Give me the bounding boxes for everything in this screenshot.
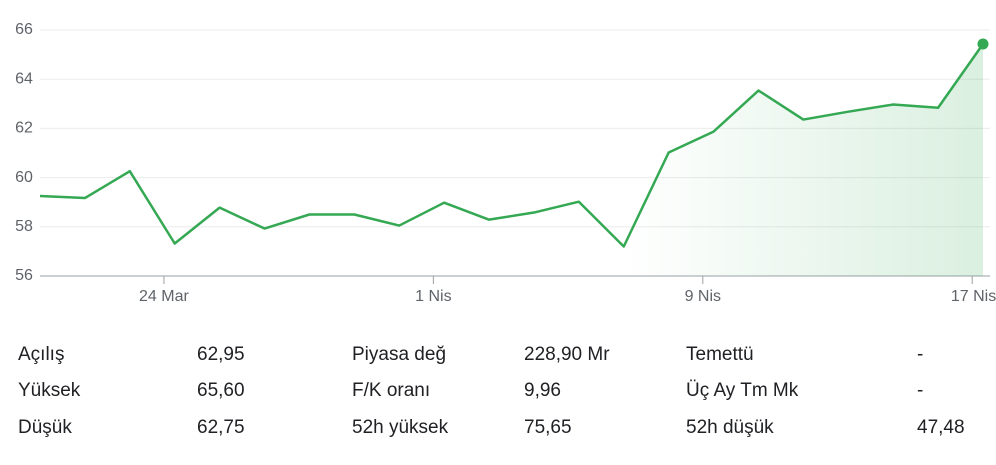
stat-label: Piyasa değ	[352, 344, 446, 365]
stat-value: 75,65	[524, 417, 572, 438]
y-tick-label: 62	[15, 120, 33, 137]
stat-value: 62,75	[197, 417, 245, 438]
x-tick-label: 24 Mar	[139, 288, 189, 305]
stat-value: 65,60	[197, 380, 245, 401]
last-point	[977, 38, 989, 50]
stat-label: Temettü	[686, 344, 754, 365]
stat-label: Düşük	[18, 417, 72, 438]
stat-value: 228,90 Mr	[524, 344, 610, 365]
stat-label: 52h düşük	[686, 417, 774, 438]
y-tick-label: 60	[15, 169, 33, 186]
stat-value: 47,48	[917, 417, 965, 438]
x-tick-label: 9 Nis	[685, 288, 721, 305]
stat-label: Üç Ay Tm Mk	[686, 380, 799, 401]
y-tick-label: 66	[15, 21, 33, 38]
stat-value: 9,96	[524, 380, 561, 401]
y-tick-label: 56	[15, 267, 33, 284]
stat-label: Açılış	[18, 344, 64, 365]
x-tick-label: 1 Nis	[415, 288, 451, 305]
stat-label: 52h yüksek	[352, 417, 449, 438]
stat-value: -	[917, 380, 923, 401]
price-line	[39, 43, 985, 248]
y-tick-label: 58	[15, 218, 33, 235]
y-tick-label: 64	[15, 70, 33, 87]
stat-value: -	[917, 344, 923, 365]
stat-value: 62,95	[197, 344, 245, 365]
x-tick-label: 17 Nis	[951, 288, 996, 305]
stat-label: F/K oranı	[352, 380, 430, 401]
stat-label: Yüksek	[18, 380, 81, 401]
